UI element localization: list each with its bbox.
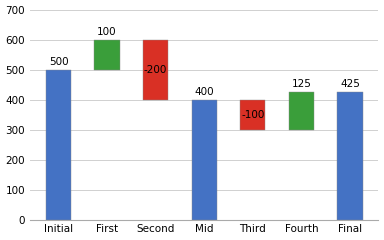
Text: 400: 400 (194, 87, 214, 96)
Text: -100: -100 (241, 110, 265, 120)
Bar (192, 100, 217, 220)
Text: 500: 500 (49, 57, 68, 66)
Bar (143, 40, 168, 100)
Text: 425: 425 (340, 79, 360, 89)
Bar (94, 40, 120, 70)
Text: 125: 125 (291, 79, 311, 89)
Bar (338, 92, 362, 220)
Bar (240, 100, 265, 130)
Bar (289, 92, 314, 130)
Bar (46, 70, 71, 220)
Text: -200: -200 (144, 65, 167, 75)
Text: 100: 100 (97, 27, 117, 36)
